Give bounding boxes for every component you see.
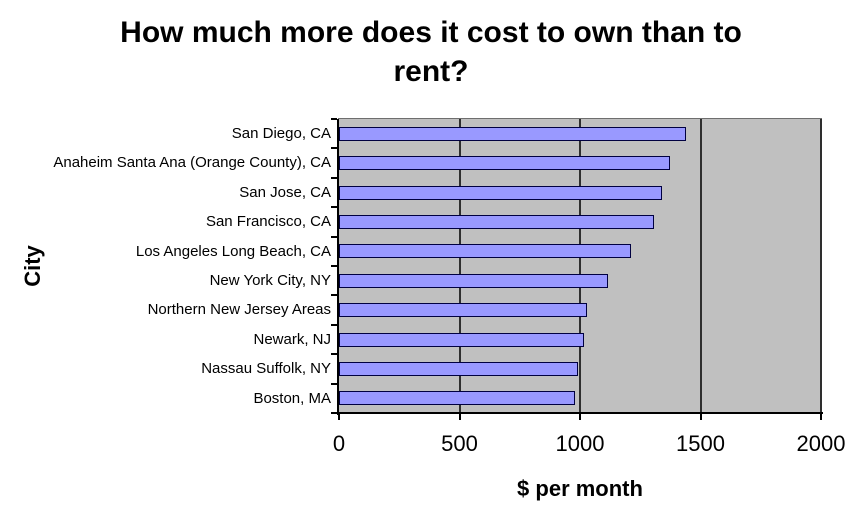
category-label: San Jose, CA (239, 183, 331, 201)
category-label: Los Angeles Long Beach, CA (135, 242, 331, 260)
x-tick-label-500: 500 (441, 431, 478, 456)
bar-los-angeles-long-beach-ca (339, 244, 631, 259)
chart-title: How much more does it cost to own than t… (0, 13, 862, 91)
y-axis-tick (331, 206, 337, 209)
y-axis-tick (331, 323, 337, 326)
category-label: Nassau Suffolk, NY (201, 360, 331, 378)
bar-new-york-city-ny (339, 273, 608, 288)
x-tick-label-1000: 1000 (555, 431, 605, 456)
bar-san-francisco-ca (339, 214, 654, 229)
bar-northern-new-jersey-areas (339, 303, 588, 318)
category-label: Boston, MA (253, 389, 331, 407)
y-axis-tick (331, 294, 337, 297)
bar-nassau-suffolk-ny (339, 361, 578, 376)
bar-newark-nj (339, 332, 584, 347)
x-axis-tick-500 (458, 414, 461, 420)
y-axis-tick (331, 235, 337, 238)
category-label: Newark, NJ (253, 330, 331, 348)
chart-title-line-1: How much more does it cost to own than t… (120, 16, 742, 49)
gridline-1500 (699, 119, 702, 413)
gridline-1000 (579, 119, 581, 413)
y-axis-tick (331, 118, 337, 120)
category-label: San Diego, CA (231, 125, 331, 142)
y-axis-line (337, 119, 339, 415)
chart-title-line-2: rent? (393, 55, 469, 88)
x-axis-tick-1500 (699, 414, 702, 420)
category-label: San Francisco, CA (205, 213, 331, 231)
y-axis-tick (331, 382, 337, 385)
x-axis-tick-1000 (579, 414, 581, 420)
x-tick-label-1500: 1500 (676, 431, 725, 456)
category-label: Northern New Jersey Areas (147, 301, 331, 319)
x-tick-label-2000: 2000 (796, 431, 846, 456)
x-tick-label-0: 0 (332, 431, 346, 456)
bar-san-jose-ca (339, 185, 662, 200)
x-axis-title: $ per month (517, 476, 643, 501)
y-axis-tick (331, 147, 337, 150)
y-axis-tick (331, 412, 337, 414)
x-axis-tick-2000 (820, 414, 822, 420)
gridline-500 (458, 119, 461, 413)
category-label: New York City, NY (209, 271, 331, 289)
gridline-2000 (820, 119, 822, 413)
y-axis-tick (331, 353, 337, 356)
y-axis-tick (331, 265, 337, 267)
y-axis-tick (331, 176, 337, 179)
plot-area (338, 118, 822, 414)
bar-anaheim-santa-ana-orange-county-ca (339, 156, 671, 171)
x-axis-line (337, 412, 823, 414)
category-label: Anaheim Santa Ana (Orange County), CA (53, 154, 331, 172)
bar-san-diego-ca (339, 126, 687, 141)
x-axis-tick-0 (338, 414, 340, 420)
category-axis-labels: San Diego, CA Anaheim Santa Ana (Orange C… (0, 119, 331, 413)
bar-boston-ma (339, 391, 576, 406)
